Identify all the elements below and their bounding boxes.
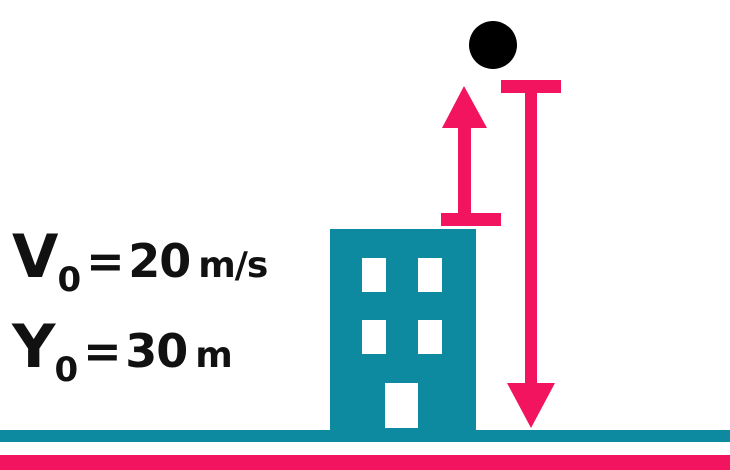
velocity-unit: m/s	[198, 245, 268, 286]
height-value: 30	[125, 324, 188, 378]
initial-height-equation: Y0 = 30 m	[12, 312, 233, 390]
initial-velocity-equation: V0 = 20 m/s	[12, 222, 268, 300]
velocity-symbol: V	[12, 222, 58, 292]
building-icon	[330, 229, 476, 431]
ground-line	[0, 430, 730, 442]
building-window	[418, 320, 442, 354]
velocity-subscript: 0	[57, 260, 81, 300]
up-arrow-head	[442, 86, 487, 128]
building-window	[418, 258, 442, 292]
height-unit: m	[195, 335, 233, 376]
velocity-equals: =	[86, 234, 125, 288]
height-subscript: 0	[54, 350, 78, 390]
building-window	[362, 258, 386, 292]
building-door	[385, 383, 418, 428]
ground-base-line	[0, 455, 730, 470]
down-arrow-shaft	[525, 88, 537, 388]
down-arrow-icon	[501, 80, 561, 428]
down-arrow-head	[507, 383, 555, 428]
velocity-value: 20	[128, 234, 191, 288]
ball-icon	[469, 21, 517, 69]
height-symbol: Y	[12, 312, 55, 382]
down-arrow-top-cap	[501, 80, 561, 93]
building-window	[362, 320, 386, 354]
up-arrow-icon	[441, 86, 501, 226]
up-arrow-shaft	[458, 124, 471, 220]
height-equals: =	[83, 324, 122, 378]
